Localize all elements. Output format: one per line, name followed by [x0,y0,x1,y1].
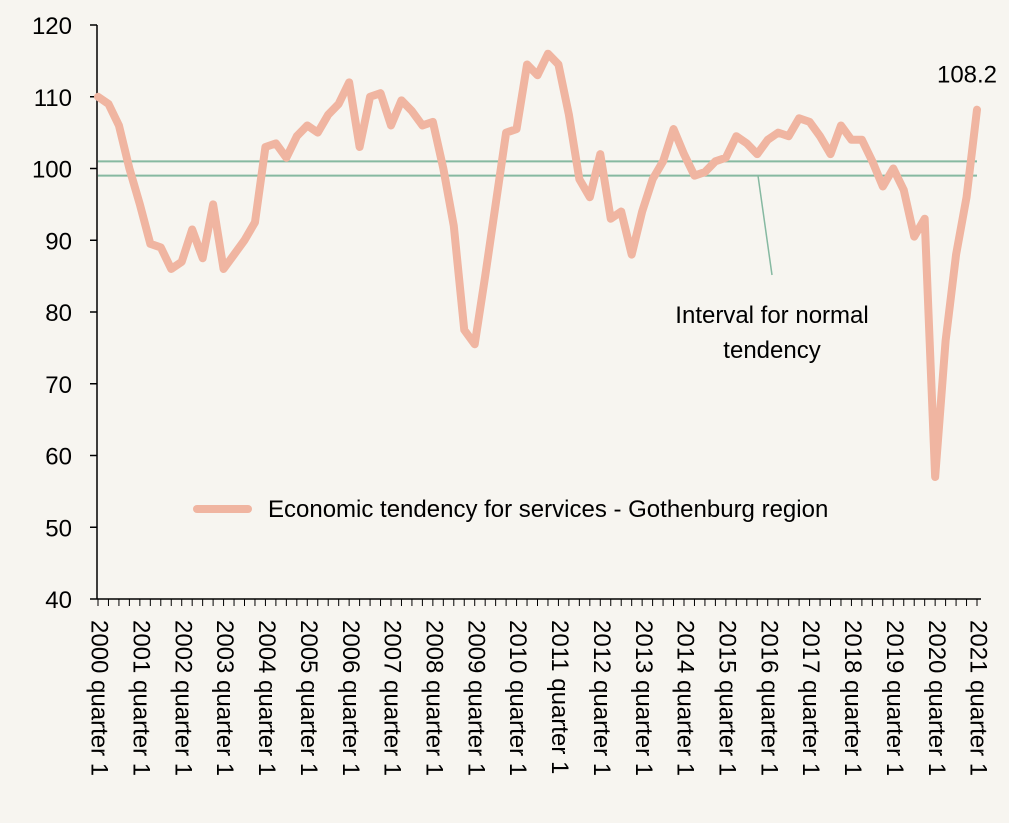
x-tick-label: 2019 quarter 1 [881,620,908,776]
x-tick-label: 2012 quarter 1 [588,620,615,776]
x-tick-label: 2000 quarter 1 [86,620,113,776]
x-tick-label: 2021 quarter 1 [965,620,992,776]
series-line [94,49,981,482]
x-tick-label: 2008 quarter 1 [421,620,448,776]
x-tick-label: 2002 quarter 1 [169,620,196,776]
x-tick-label: 2018 quarter 1 [839,620,866,776]
annotation-pointer [757,175,773,276]
x-tick-label: 2016 quarter 1 [755,620,782,776]
value-label: 108.2 [937,62,997,89]
annotation: tendency [723,337,820,364]
x-tick-label: 2010 quarter 1 [504,620,531,776]
x-tick-label: 2009 quarter 1 [462,620,489,776]
x-tick-label: 2006 quarter 1 [337,620,364,776]
annotation: Interval for normal [675,302,868,329]
x-tick-label: 2001 quarter 1 [128,620,155,776]
x-tick-label: 2007 quarter 1 [379,620,406,776]
y-tick-label: 100 [32,157,72,184]
y-tick-label: 70 [45,372,72,399]
x-tick-label: 2011 quarter 1 [546,620,573,774]
legend-label: Economic tendency for services - Gothenb… [268,496,828,523]
x-tick-label: 2020 quarter 1 [923,620,950,776]
x-tick-label: 2015 quarter 1 [714,620,741,776]
x-tick-label: 2013 quarter 1 [630,620,657,776]
x-tick-label: 2017 quarter 1 [797,620,824,776]
y-tick-label: 40 [45,587,72,614]
x-tick-label: 2003 quarter 1 [211,620,238,776]
y-tick-label: 60 [45,444,72,471]
y-tick-label: 80 [45,300,72,327]
y-tick-label: 50 [45,515,72,542]
x-tick-label: 2004 quarter 1 [253,620,280,776]
y-tick-label: 120 [32,13,72,40]
x-tick-label: 2005 quarter 1 [295,620,322,776]
y-tick-label: 90 [45,228,72,255]
x-tick-label: 2014 quarter 1 [672,620,699,776]
y-tick-label: 110 [34,85,72,112]
